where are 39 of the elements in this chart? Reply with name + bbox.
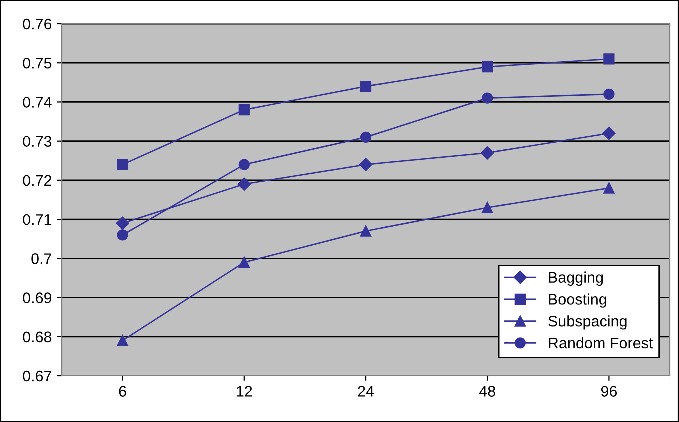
y-tick-label: 0.67	[23, 370, 52, 382]
y-tick-label: 0.76	[23, 18, 52, 30]
point	[481, 146, 494, 160]
point	[359, 158, 373, 172]
legend-label: Boosting	[549, 294, 606, 308]
legend-label: Random Forest	[549, 337, 654, 349]
y-tick-label: 0.72	[23, 175, 52, 186]
point	[238, 257, 250, 268]
point	[238, 178, 251, 191]
x-tick-label: 12	[237, 386, 252, 397]
point	[117, 335, 128, 346]
y-tick-label: 0.68	[23, 332, 52, 343]
point	[117, 159, 128, 170]
y-tick-label: 0.71	[23, 214, 52, 226]
point	[360, 81, 372, 92]
y-tick-label: 0.75	[23, 58, 52, 69]
legend-label: Subspacing	[548, 316, 627, 330]
point	[482, 202, 494, 214]
x-tick-label: 48	[479, 386, 496, 397]
point	[604, 54, 615, 65]
y-tick-label: 0.7	[32, 254, 52, 264]
point	[360, 226, 372, 237]
point	[238, 104, 250, 116]
point	[604, 182, 615, 194]
y-tick-label: 0.69	[23, 292, 52, 304]
point	[238, 159, 250, 170]
point	[482, 92, 494, 104]
y-tick-label: 0.73	[23, 136, 52, 148]
x-tick-label: 6	[119, 386, 126, 397]
point	[360, 132, 372, 143]
x-tick-label: 96	[601, 386, 618, 397]
point	[604, 88, 615, 100]
x-tick-label: 24	[358, 386, 374, 397]
point	[602, 126, 616, 140]
point	[117, 230, 128, 241]
point	[116, 216, 130, 230]
y-tick-label: 0.74	[23, 97, 52, 108]
legend-label: Bagging	[549, 272, 604, 286]
point	[482, 61, 494, 73]
